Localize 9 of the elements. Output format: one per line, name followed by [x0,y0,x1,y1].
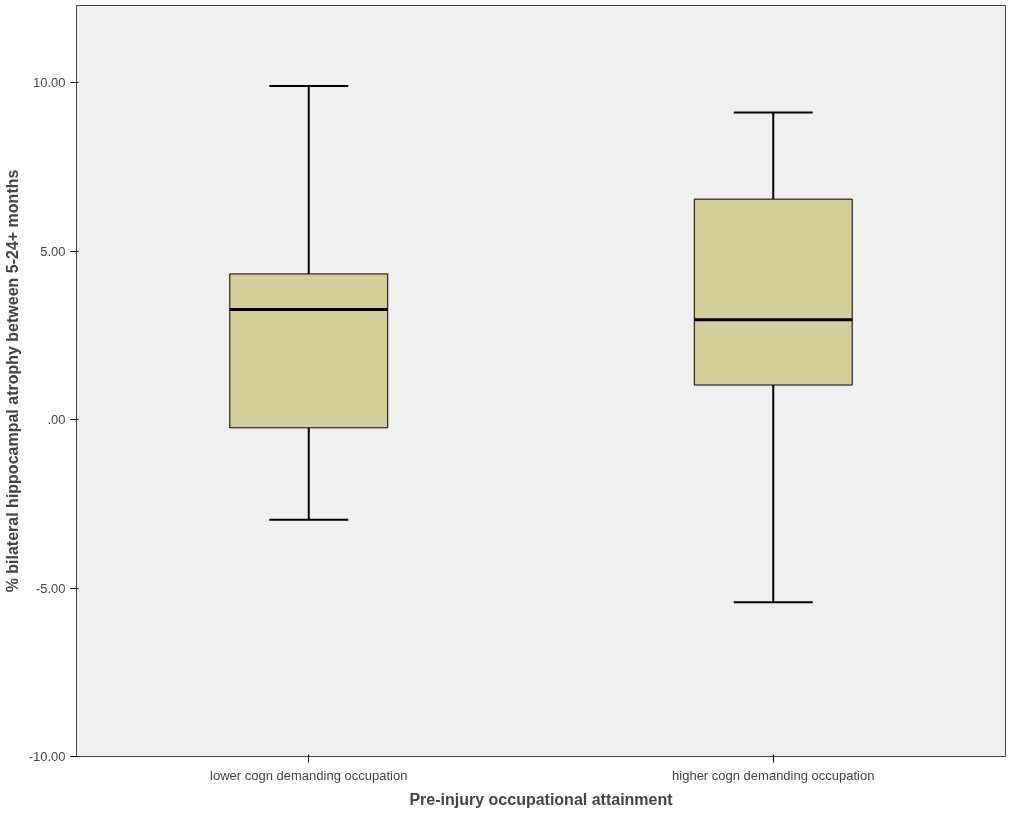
y-tick-label: .00 [47,412,66,428]
x-axis-title: Pre-injury occupational attainment [409,790,674,808]
y-axis-title: % bilateral hippocampal atrophy between 5-24+ months [3,169,21,593]
y-tick-label: -5.00 [35,580,66,596]
y-tick-label: -10.00 [28,749,66,764]
y-tick-label: 10.00 [32,75,66,91]
x-tick-label: higher cogn demanding occupation [672,767,875,783]
y-tick-label: 5.00 [40,243,66,259]
x-tick-label: lower cogn demanding occupation [210,767,408,783]
